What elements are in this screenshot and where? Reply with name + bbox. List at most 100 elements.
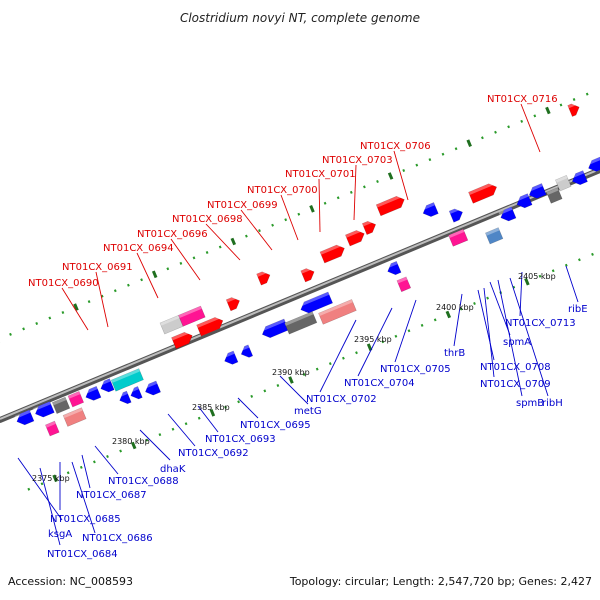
minor-tick — [79, 465, 83, 469]
gene-label-minus: NT01CX_0684 — [47, 549, 118, 560]
gene-label-minus: NT01CX_0692 — [178, 448, 249, 459]
gene-label-minus: NT01CX_0685 — [50, 514, 121, 525]
minor-tick — [245, 234, 248, 238]
gene-shine — [98, 378, 111, 387]
gene-shine — [485, 227, 500, 236]
gene-arrow — [145, 380, 161, 396]
minor-tick — [205, 251, 209, 254]
minor-tick — [336, 196, 340, 200]
leader-line — [39, 467, 61, 546]
leader-line — [205, 223, 241, 261]
gene-arrow — [225, 297, 240, 312]
minor-tick — [258, 229, 261, 233]
gene-shine — [420, 202, 435, 211]
kbp-label: 2380 kbp — [112, 437, 150, 446]
leader-line — [71, 461, 96, 534]
gene-label-plus: NT01CX_0691 — [62, 262, 133, 273]
gene-shine — [586, 154, 600, 166]
backbone-highlight — [0, 168, 600, 420]
leader-line — [136, 252, 159, 299]
minor-tick — [460, 307, 463, 311]
minor-tick — [538, 274, 542, 278]
gene-shine — [52, 397, 67, 406]
gene-shine — [117, 391, 128, 398]
label-leaders — [17, 103, 579, 546]
genome-backbone — [0, 167, 600, 423]
major-tick — [466, 139, 472, 148]
minor-tick — [158, 433, 162, 437]
minor-tick — [585, 92, 589, 96]
gene-label-minus: NT01CX_0704 — [344, 378, 415, 389]
leader-line — [394, 299, 417, 363]
gene-shine — [256, 269, 269, 277]
minor-tick — [473, 302, 476, 305]
gene-shine — [448, 229, 465, 239]
gene-shine — [45, 421, 56, 428]
gene-arrow — [171, 332, 193, 350]
gene-label-minus: NT01CX_0702 — [306, 394, 377, 405]
gene-arrow — [85, 385, 102, 401]
gene-arrow — [178, 305, 206, 327]
minor-tick — [420, 323, 424, 327]
gene-label-plus: NT01CX_0694 — [103, 243, 174, 254]
minor-tick — [166, 267, 170, 271]
minor-tick — [454, 147, 458, 151]
gene-label-minus: ribH — [542, 398, 563, 409]
leader-line — [477, 289, 495, 361]
gene-shine — [143, 380, 158, 390]
minor-tick — [197, 416, 201, 420]
gene-label-minus: NT01CX_0686 — [82, 533, 153, 544]
gene-shine — [345, 228, 364, 238]
minor-tick — [171, 427, 175, 431]
minor-tick — [349, 190, 353, 194]
gene-label-plus: NT01CX_0703 — [322, 155, 393, 166]
kbp-label: 2405 kbp — [518, 272, 556, 281]
gene-shine — [298, 291, 330, 308]
gene-arrow — [555, 175, 572, 192]
gene-shine — [83, 386, 98, 395]
minor-tick — [551, 269, 555, 273]
minor-tick — [481, 136, 484, 140]
gene-features — [14, 101, 600, 437]
minor-tick — [192, 256, 196, 260]
minor-tick — [302, 373, 306, 376]
accession-text: Accession: NC_008593 — [8, 575, 133, 588]
gene-label-minus: dhaK — [160, 464, 186, 475]
minor-tick — [184, 422, 188, 426]
minor-tick — [520, 119, 524, 123]
minor-tick — [271, 223, 274, 227]
minor-tick — [113, 289, 117, 293]
minor-tick — [559, 103, 563, 107]
gene-arrow — [45, 420, 60, 437]
major-tick — [73, 303, 79, 311]
gene-arrow — [110, 368, 144, 392]
gene-label-minus: NT01CX_0709 — [480, 379, 551, 390]
gene-shine — [376, 194, 404, 208]
major-tick — [230, 237, 237, 246]
gene-arrow — [119, 390, 132, 405]
minor-tick — [87, 300, 91, 304]
gene-arrow — [448, 208, 463, 223]
gene-arrow — [448, 228, 469, 247]
minor-tick — [145, 438, 149, 442]
leader-line — [167, 413, 196, 447]
minor-tick — [48, 316, 52, 320]
gene-arrow — [256, 271, 271, 286]
minor-tick — [179, 261, 183, 265]
gene-shine — [63, 407, 83, 419]
leader-line — [509, 277, 549, 397]
minor-tick — [394, 334, 398, 338]
gene-shine — [226, 295, 239, 303]
kbp-label: 2390 kbp — [272, 368, 310, 377]
leader-line — [318, 178, 321, 233]
leader-line — [170, 238, 201, 281]
leader-line — [139, 429, 171, 461]
leader-line — [319, 319, 357, 393]
gene-shine — [526, 183, 543, 193]
gene-shine — [498, 206, 513, 216]
gene-label-minus: NT01CX_0695 — [240, 420, 311, 431]
gene-shine — [238, 344, 250, 352]
kbp-label: 2400 kbp — [436, 303, 474, 312]
gene-label-plus: NT01CX_0716 — [487, 94, 558, 105]
minor-tick — [494, 130, 497, 134]
